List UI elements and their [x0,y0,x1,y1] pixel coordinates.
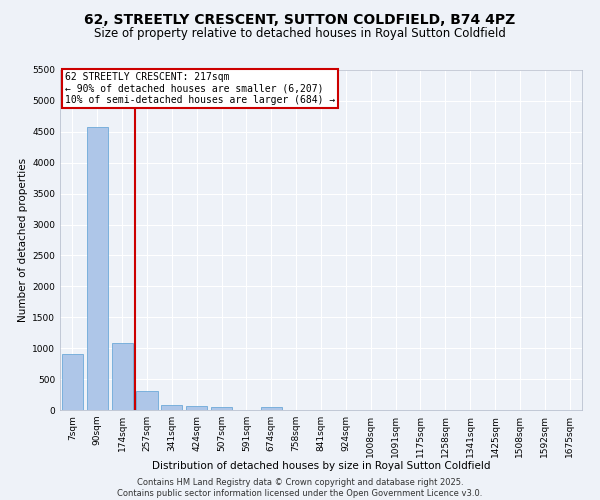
Text: 62 STREETLY CRESCENT: 217sqm
← 90% of detached houses are smaller (6,207)
10% of: 62 STREETLY CRESCENT: 217sqm ← 90% of de… [65,72,335,105]
X-axis label: Distribution of detached houses by size in Royal Sutton Coldfield: Distribution of detached houses by size … [152,461,490,471]
Bar [112,342,133,410]
Text: Contains HM Land Registry data © Crown copyright and database right 2025.
Contai: Contains HM Land Registry data © Crown c… [118,478,482,498]
Bar [186,406,207,410]
Bar [261,407,282,410]
Y-axis label: Number of detached properties: Number of detached properties [18,158,28,322]
Text: Size of property relative to detached houses in Royal Sutton Coldfield: Size of property relative to detached ho… [94,28,506,40]
Bar [62,354,83,410]
Bar [211,407,232,410]
Bar [161,406,182,410]
Bar [136,391,158,410]
Bar [87,127,108,410]
Text: 62, STREETLY CRESCENT, SUTTON COLDFIELD, B74 4PZ: 62, STREETLY CRESCENT, SUTTON COLDFIELD,… [85,12,515,26]
